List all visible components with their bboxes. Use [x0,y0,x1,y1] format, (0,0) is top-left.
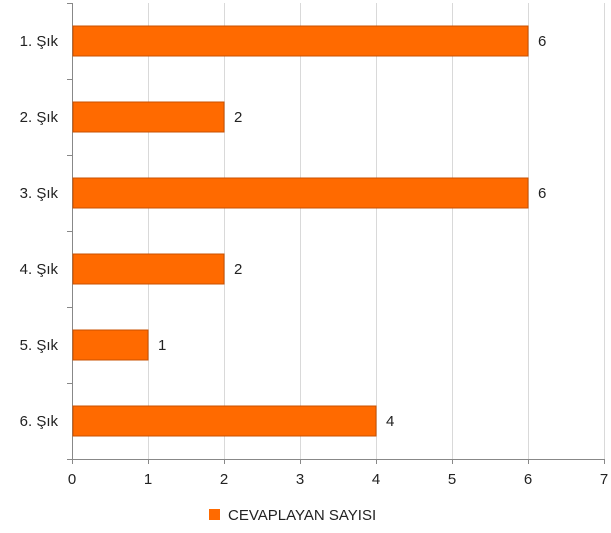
category-label: 6. Şık [20,413,59,430]
legend-label: CEVAPLAYAN SAYISI [228,507,376,524]
x-tick-label: 5 [448,471,456,488]
bar [72,25,529,57]
bar [72,253,225,285]
category-label: 3. Şık [20,185,59,202]
data-label: 4 [386,413,394,430]
bars [72,25,529,437]
x-tick-label: 3 [296,471,304,488]
category-label: 1. Şık [20,33,59,50]
data-label: 6 [538,185,546,202]
axes [67,3,605,464]
category-label: 4. Şık [20,261,59,278]
data-label: 6 [538,33,546,50]
data-label: 2 [234,261,242,278]
data-label: 1 [158,337,166,354]
bar [72,405,377,437]
category-label: 2. Şık [20,109,59,126]
x-tick-label: 6 [524,471,532,488]
x-tick-label: 4 [372,471,380,488]
data-label: 2 [234,109,242,126]
bar [72,177,529,209]
x-tick-label: 7 [600,471,608,488]
x-tick-label: 1 [144,471,152,488]
x-tick-label: 0 [68,471,76,488]
labels: 0 1 2 3 4 5 6 7 1. Şık 6 2. Şık 2 3. Şık 6 4. Şık 2 5. Ş… [20,33,609,488]
category-label: 5. Şık [20,337,59,354]
legend: CEVAPLAYAN SAYISI [209,507,376,524]
bar [72,101,225,133]
legend-swatch [209,509,220,520]
grid-lines [148,3,605,459]
x-tick-label: 2 [220,471,228,488]
bar [72,329,149,361]
